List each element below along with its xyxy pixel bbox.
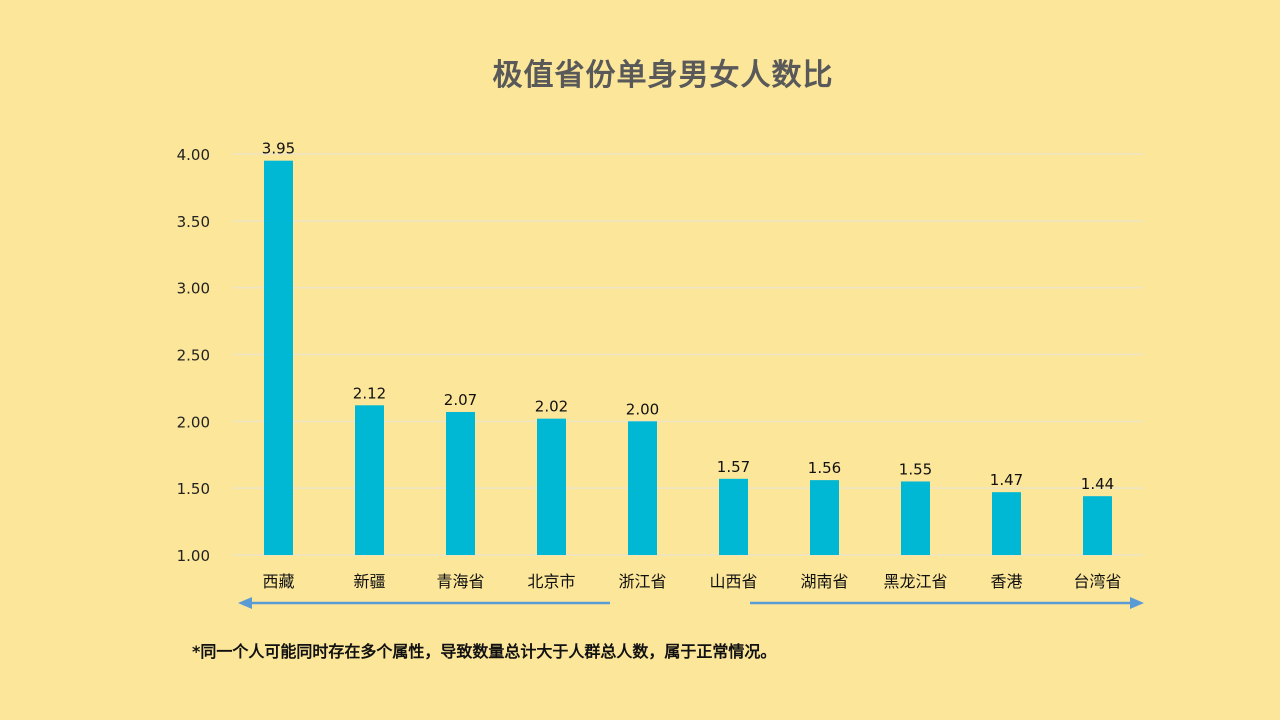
bar	[719, 478, 748, 555]
data-label: 1.57	[717, 458, 750, 476]
y-tick-label: 3.00	[177, 280, 210, 298]
x-tick-label: 湖南省	[800, 572, 848, 591]
data-label: 1.47	[990, 471, 1023, 489]
y-axis-ticks: 1.00 1.50 2.00 2.50 3.00 3.50 4.00	[177, 146, 210, 565]
footnote: *同一个人可能同时存在多个属性，导致数量总计大于人群总人数，属于正常情况。	[192, 642, 777, 661]
bar	[446, 411, 475, 555]
chart-title: 极值省份单身男女人数比	[492, 58, 834, 93]
x-tick-label: 西藏	[262, 572, 294, 591]
x-tick-label: 北京市	[527, 572, 575, 591]
arrows	[238, 597, 1144, 609]
bar	[355, 405, 384, 555]
y-tick-label: 4.00	[177, 146, 210, 164]
x-tick-label: 浙江省	[618, 572, 666, 591]
bar	[901, 481, 930, 555]
y-tick-label: 1.00	[177, 547, 210, 565]
bar	[628, 421, 657, 555]
data-label: 2.02	[535, 398, 568, 416]
bars	[264, 160, 1112, 555]
data-label: 1.55	[899, 460, 932, 478]
arrow-left-head	[238, 597, 252, 609]
data-label: 2.00	[626, 400, 659, 418]
bar	[810, 480, 839, 555]
x-axis-ticks: 西藏 新疆 青海省 北京市 浙江省 山西省 湖南省 黑龙江省 香港 台湾省	[262, 572, 1121, 591]
data-label: 2.12	[353, 384, 386, 402]
x-tick-label: 台湾省	[1073, 572, 1121, 591]
x-tick-label: 香港	[990, 572, 1022, 591]
data-label: 3.95	[262, 140, 295, 158]
x-tick-label: 青海省	[436, 572, 484, 591]
data-label: 1.44	[1081, 475, 1114, 493]
x-tick-label: 山西省	[709, 572, 757, 591]
y-tick-label: 2.00	[177, 413, 210, 431]
arrow-right-head	[1130, 597, 1144, 609]
bar	[537, 418, 566, 555]
x-tick-label: 黑龙江省	[883, 572, 947, 591]
bar	[992, 492, 1021, 555]
value-labels: 3.95 2.12 2.07 2.02 2.00 1.57 1.56 1.55 1.47 1.44	[262, 140, 1114, 494]
y-tick-label: 1.50	[177, 480, 210, 498]
bar	[264, 160, 293, 555]
bar	[1083, 496, 1112, 555]
gridlines	[233, 153, 1143, 556]
data-label: 2.07	[444, 391, 477, 409]
data-label: 1.56	[808, 459, 841, 477]
y-tick-label: 2.50	[177, 347, 210, 365]
y-tick-label: 3.50	[177, 213, 210, 231]
x-tick-label: 新疆	[353, 572, 385, 591]
